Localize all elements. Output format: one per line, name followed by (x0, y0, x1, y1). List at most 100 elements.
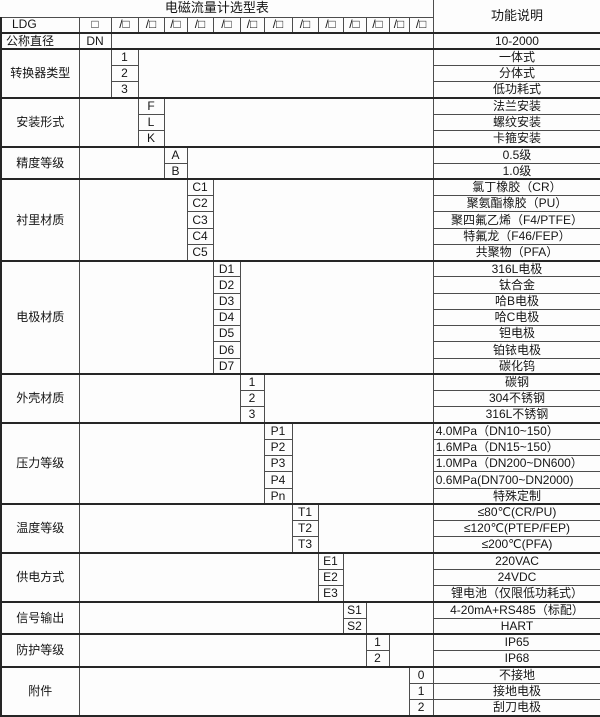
description-cell: 接地电极 (432, 682, 600, 700)
function-column-header: 功能说明 (432, 0, 600, 34)
code-cell: 2 (365, 649, 390, 668)
category-cell: 供电方式 (0, 552, 80, 603)
spacer-cell-left (78, 145, 165, 180)
code-cell: 1 (239, 373, 265, 392)
description-cell: 4.0MPa（DN10~150） (432, 421, 600, 440)
spacer-cell-right (110, 31, 434, 50)
code-cell: T3 (291, 536, 319, 554)
category-cell: 信号输出 (0, 600, 80, 635)
code-cell: 0 (408, 665, 434, 684)
spacer-cell-left (78, 178, 188, 262)
description-cell: IP68 (432, 649, 600, 668)
code-cell: 3 (110, 81, 139, 99)
description-cell: 氯丁橡胶（CR） (432, 178, 600, 197)
model-slot-box: /□ (342, 16, 367, 34)
code-cell: Pn (263, 487, 293, 505)
code-cell: F (137, 96, 165, 115)
model-slot-box: /□ (388, 16, 410, 34)
category-cell: 公称直径 (0, 31, 80, 50)
description-cell: 哈B电极 (432, 292, 600, 310)
description-cell: 24VDC (432, 568, 600, 587)
model-slot-box: /□ (163, 16, 188, 34)
code-cell: S2 (342, 617, 367, 635)
description-cell: 特氟龙（F46/FEP） (432, 227, 600, 245)
code-cell: 2 (408, 698, 434, 717)
code-cell: A (163, 145, 188, 164)
description-cell: 分体式 (432, 64, 600, 83)
code-cell: B (163, 162, 188, 180)
spacer-cell-right (163, 97, 434, 148)
description-cell: 4-20mA+RS485（标配） (432, 600, 600, 619)
description-cell: 不接地 (432, 665, 600, 684)
spacer-cell-left (78, 633, 367, 668)
description-cell: 聚氨酯橡胶（PU） (432, 194, 600, 213)
spacer-cell-right (342, 552, 434, 603)
model-slot-box: /□ (239, 16, 265, 34)
spacer-cell-left (78, 97, 139, 148)
description-cell: ≤200℃(PFA) (432, 536, 600, 554)
code-cell: C3 (186, 211, 214, 229)
spacer-cell-left (78, 48, 112, 99)
code-cell: 3 (239, 406, 265, 424)
description-cell: 锂电池（仅限低功耗式） (432, 584, 600, 603)
code-cell: P1 (263, 421, 293, 440)
code-cell: 1 (408, 682, 434, 700)
model-slot-box: /□ (263, 16, 293, 34)
spacer-cell-left (78, 503, 293, 554)
code-cell: C5 (186, 243, 214, 262)
model-base-box: □ (78, 16, 112, 34)
code-cell: D1 (212, 259, 241, 278)
category-cell: 防护等级 (0, 633, 80, 668)
code-cell: C2 (186, 194, 214, 213)
code-cell: 2 (110, 64, 139, 83)
description-cell: 1.0MPa（DN200~DN600） (432, 454, 600, 473)
spacer-cell-left (78, 373, 241, 424)
description-cell: 低功耗式 (432, 81, 600, 99)
code-cell: D2 (212, 276, 241, 294)
spacer-cell-right (317, 503, 434, 554)
code-cell: D5 (212, 324, 241, 343)
description-cell: 0.5级 (432, 145, 600, 164)
description-cell: 法兰安装 (432, 96, 600, 115)
description-cell: 聚四氟乙烯（F4/PTFE） (432, 211, 600, 229)
description-cell: 316L电极 (432, 259, 600, 278)
spacer-cell-right (212, 178, 434, 262)
code-cell: E2 (317, 568, 344, 587)
code-cell: P3 (263, 454, 293, 473)
category-cell: 转换器类型 (0, 48, 80, 99)
description-cell: 钽电极 (432, 324, 600, 343)
description-cell: 卡箍安装 (432, 129, 600, 148)
description-cell: 304不锈钢 (432, 389, 600, 408)
model-slot-box: /□ (212, 16, 241, 34)
spacer-cell-left (78, 421, 265, 505)
code-cell: C4 (186, 227, 214, 245)
category-cell: 衬里材质 (0, 178, 80, 262)
model-prefix: LDG (0, 16, 80, 34)
code-cell: 1 (365, 633, 390, 652)
code-cell: C1 (186, 178, 214, 197)
code-cell: P4 (263, 471, 293, 489)
spacer-cell-right (186, 145, 434, 180)
category-cell: 附件 (0, 665, 80, 716)
code-cell: L (137, 113, 165, 132)
spacer-cell-left (78, 552, 319, 603)
category-cell: 精度等级 (0, 145, 80, 180)
code-cell: E3 (317, 584, 344, 603)
model-slot-box: /□ (186, 16, 214, 34)
description-cell: 刮刀电极 (432, 698, 600, 717)
code-cell: P2 (263, 438, 293, 457)
spacer-cell-left (78, 259, 214, 375)
model-slot-box: /□ (317, 16, 344, 34)
code-cell: DN (78, 31, 112, 50)
spacer-cell-right (291, 421, 434, 505)
description-cell: 碳化钨 (432, 357, 600, 375)
description-cell: 316L不锈钢 (432, 406, 600, 424)
description-cell: 0.6MPa(DN700~DN2000) (432, 471, 600, 489)
code-cell: 1 (110, 48, 139, 67)
spacer-cell-right (388, 633, 434, 668)
description-cell: 1.6MPa（DN15~150） (432, 438, 600, 457)
category-cell: 压力等级 (0, 421, 80, 505)
description-cell: 铂铱电极 (432, 341, 600, 359)
spacer-cell-right (137, 48, 434, 99)
